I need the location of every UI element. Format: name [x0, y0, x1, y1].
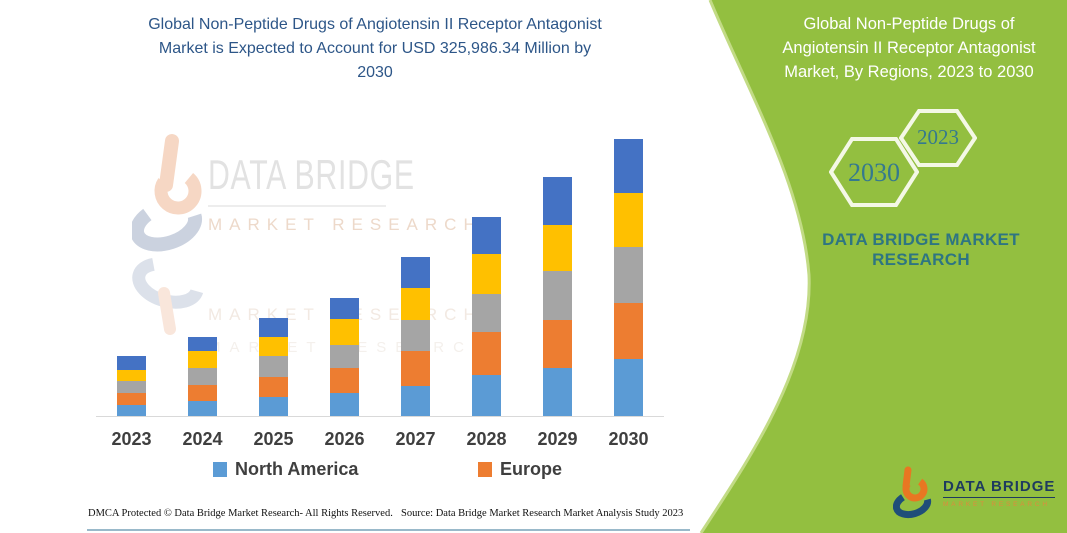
bar-segment [259, 377, 288, 397]
bar-segment [614, 247, 643, 304]
bar-stack-2023 [117, 356, 146, 416]
logo-brand-text: DATA BRIDGE [943, 478, 1056, 498]
bar-segment [330, 345, 359, 368]
legend-label-north-america: North America [235, 458, 359, 479]
bar-segment [330, 392, 359, 416]
bar-segment [188, 368, 217, 385]
panel-title-line3: Market, By Regions, 2023 to 2030 [784, 63, 1034, 81]
bar-segment [188, 351, 217, 369]
bar-segment [472, 332, 501, 376]
logo-text: DATA BRIDGE MARKET RESEARCH [943, 478, 1056, 508]
x-axis-labels: 2023 2024 2025 2026 2027 2028 2029 2030 [96, 429, 664, 450]
bar-segment [259, 317, 288, 338]
green-side-panel [699, 0, 1067, 533]
hexagon-2030-outline-icon [828, 137, 920, 207]
bar-column-2025 [238, 317, 309, 416]
bar-column-2029 [522, 177, 593, 416]
bar-segment [472, 294, 501, 333]
bar-segment [330, 297, 359, 320]
bar-segment [401, 256, 430, 288]
legend-item-europe: Europe [478, 458, 563, 479]
legend-swatch-europe [478, 461, 492, 477]
bar-stack-2025 [259, 317, 288, 416]
x-axis-label-2027: 2027 [395, 429, 436, 449]
bar-segment [543, 320, 572, 368]
bar-column-2026 [309, 297, 380, 416]
bar-column-2028 [451, 217, 522, 416]
bar-segment [401, 351, 430, 386]
bar-segment [117, 369, 146, 382]
hexagon-2030-label: 2030 [848, 158, 900, 187]
page-title-line1: Global Non-Peptide Drugs of Angiotensin … [148, 16, 602, 33]
hexagon-2030: 2030 [828, 136, 920, 208]
page-title-line3: 2030 [357, 64, 393, 81]
bar-segment [614, 139, 643, 193]
bar-segment [259, 396, 288, 416]
bar-segment [543, 271, 572, 321]
bar-stack-2029 [543, 177, 572, 416]
bar-segment [543, 367, 572, 416]
panel-title: Global Non-Peptide Drugs of Angiotensin … [760, 12, 1058, 84]
bar-stack-2026 [330, 297, 359, 416]
x-axis-label-2024: 2024 [182, 429, 223, 449]
panel-brand-line2: RESEARCH [872, 250, 970, 269]
bar-column-2024 [167, 337, 238, 416]
bar-segment [188, 401, 217, 416]
panel-brand-text: DATA BRIDGE MARKET RESEARCH [816, 230, 1026, 270]
bar-segment [259, 337, 288, 357]
stacked-bar-chart [96, 120, 664, 417]
bar-segment [472, 375, 501, 416]
footer-divider [87, 529, 690, 531]
x-axis-label-2026: 2026 [324, 429, 365, 449]
source-note: Source: Data Bridge Market Research Mark… [401, 508, 684, 519]
bar-segment [472, 254, 501, 295]
bar-stack-2024 [188, 337, 217, 416]
bar-segment [472, 217, 501, 255]
bar-column-2027 [380, 256, 451, 416]
bar-segment [117, 404, 146, 416]
bar-segment [614, 192, 643, 248]
panel-brand-line1: DATA BRIDGE MARKET [822, 230, 1020, 249]
legend-swatch-north-america [213, 461, 227, 477]
bar-segment [117, 393, 146, 405]
dmca-notice: DMCA Protected © Data Bridge Market Rese… [88, 508, 393, 519]
bar-stack-2028 [472, 217, 501, 416]
data-bridge-logo: DATA BRIDGE MARKET RESEARCH [893, 466, 1056, 520]
x-axis-label-2023: 2023 [111, 429, 152, 449]
bar-stack-2030 [614, 139, 643, 416]
bar-segment [330, 367, 359, 393]
bar-segment [401, 320, 430, 351]
bar-segment [614, 359, 643, 416]
hexagon-2023: 2023 [898, 108, 978, 168]
x-axis-label-2028: 2028 [466, 429, 507, 449]
bar-segment [543, 225, 572, 272]
hexagon-2023-label: 2023 [917, 125, 959, 149]
x-axis-label-2029: 2029 [537, 429, 578, 449]
bar-segment [117, 356, 146, 370]
panel-title-line1: Global Non-Peptide Drugs of [803, 15, 1015, 33]
bar-segment [330, 319, 359, 346]
bar-stack-2027 [401, 256, 430, 416]
bar-segment [543, 177, 572, 226]
logo-sub-text: MARKET RESEARCH [943, 501, 1050, 508]
bar-segment [188, 337, 217, 352]
bar-segment [188, 384, 217, 402]
x-axis-label-2030: 2030 [608, 429, 649, 449]
legend-label-europe: Europe [500, 458, 563, 479]
legend-item-north-america: North America [213, 458, 359, 479]
page-title: Global Non-Peptide Drugs of Angiotensin … [88, 13, 662, 85]
bar-segment [259, 356, 288, 378]
x-axis-label-2025: 2025 [253, 429, 294, 449]
bar-segment [614, 303, 643, 360]
hexagon-2023-outline-icon [898, 109, 978, 167]
bar-column-2030 [593, 139, 664, 416]
page-title-line2: Market is Expected to Account for USD 32… [158, 40, 592, 57]
panel-title-line2: Angiotensin II Receptor Antagonist [782, 39, 1036, 57]
data-bridge-logo-icon [893, 466, 932, 519]
bar-segment [401, 386, 430, 416]
bar-segment [401, 287, 430, 320]
bar-column-2023 [96, 356, 167, 416]
bar-segment [117, 381, 146, 394]
